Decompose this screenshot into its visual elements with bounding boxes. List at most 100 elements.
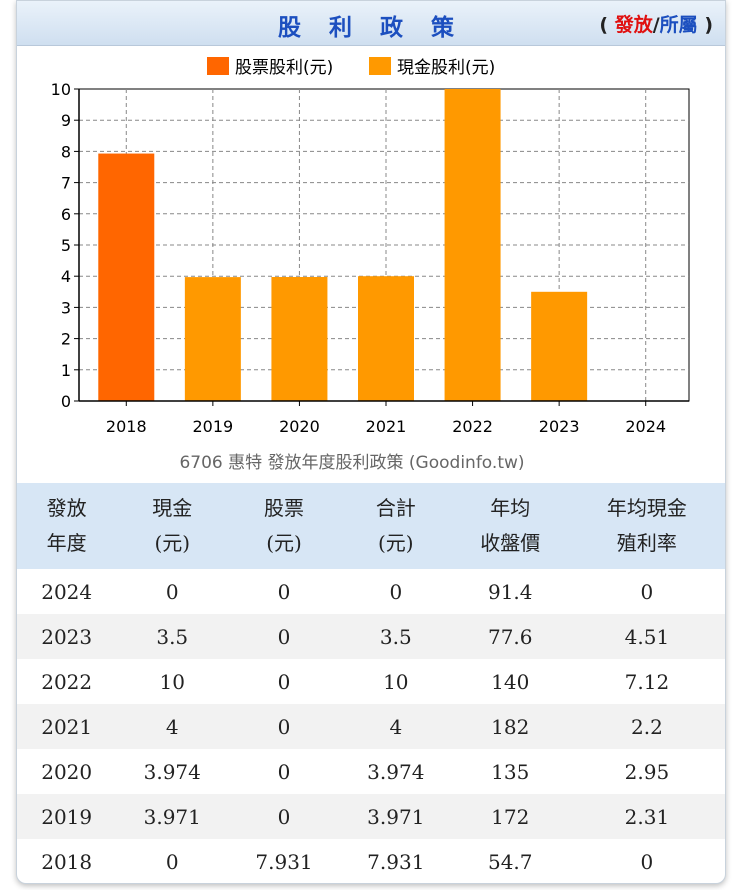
table-cell: 2024	[41, 579, 93, 604]
table-cell: 0	[228, 704, 340, 749]
table-cell: 0	[228, 794, 340, 839]
table-cell: 0	[277, 579, 291, 604]
bar-cash-2021	[358, 276, 414, 401]
bar-stock-2018	[98, 153, 155, 401]
table-cell: 0	[640, 849, 654, 874]
dividend-bar-chart: 0 1 2 3 4 5 6 7 8 9 10 2018 2019 2020 2021 2022 2023 2024…	[51, 57, 690, 473]
table-cell: 2022	[41, 669, 93, 694]
bar-cash-2020	[271, 277, 328, 401]
table-cell: 3.5	[339, 614, 452, 659]
column-header-line: 發放	[46, 496, 87, 520]
paren-close: )	[704, 14, 713, 36]
x-tick-label: 2019	[192, 417, 233, 436]
x-tick-label: 2024	[625, 417, 666, 436]
column-header-line: 年度	[46, 531, 87, 555]
table-cell: 3.971	[116, 794, 229, 839]
column-header: 發放 年度	[17, 483, 117, 569]
table-body: 2024 0 0 0 91.4 0 2023 3.5 0 3.5 77.6 4.51 2022 10 0 10…	[17, 569, 725, 884]
column-header-line: 收盤價	[480, 531, 541, 555]
table-cell: 3.974	[367, 759, 425, 784]
dividend-policy-panel: 股 利 政 策 ( 發放/所屬 ) 0 1 2 3 4 5 6 7 8 9 10 2018 2019 20…	[16, 0, 726, 884]
table-cell: 2019	[17, 794, 117, 839]
table-cell: 0	[389, 579, 403, 604]
table-row: 2023 3.5 0 3.5 77.6 4.51	[17, 614, 725, 659]
table-cell: 2020	[41, 759, 93, 784]
table-row: 2024 0 0 0 91.4 0	[17, 569, 725, 614]
table-cell: 2023	[17, 614, 117, 659]
table-row: 2018 0 7.931 7.931 54.7 0	[17, 839, 725, 884]
y-tick-label: 3	[61, 298, 71, 317]
legend-label-cash: 現金股利(元)	[397, 58, 495, 78]
column-header-line: 年均	[490, 496, 531, 520]
table-header-row: 發放 年度 現金 (元) 股票 (元) 合計 (元) 年均 收盤價 年均現金 殖利率	[17, 483, 725, 569]
x-tick-label: 2023	[539, 417, 580, 436]
table-cell: 10	[159, 669, 185, 694]
y-tick-label: 7	[61, 174, 71, 193]
table-cell: 2021	[17, 704, 117, 749]
table-cell: 140	[491, 669, 530, 694]
table-row: 2022 10 0 10 140 7.12	[17, 659, 725, 704]
table-cell: 172	[451, 794, 569, 839]
y-tick-label: 0	[61, 392, 71, 411]
table-cell: 0	[165, 579, 179, 604]
column-header: 現金 (元)	[116, 483, 229, 569]
table-row: 2019 3.971 0 3.971 172 2.31	[17, 794, 725, 839]
table-cell: 182	[451, 704, 569, 749]
column-header-line: 年均現金	[606, 496, 687, 520]
paren-open: (	[599, 14, 609, 36]
column-header-line: (元)	[266, 531, 302, 555]
table-cell: 3.971	[339, 794, 452, 839]
table-cell: 7.12	[624, 669, 670, 694]
x-tick-label: 2018	[106, 417, 147, 436]
link-separator: /	[652, 14, 660, 36]
bar-cash-2023	[531, 291, 588, 401]
table-row: 2021 4 0 4 182 2.2	[17, 704, 725, 749]
table-cell: 2018	[41, 849, 93, 874]
y-tick-label: 8	[61, 142, 71, 161]
table-cell: 4	[116, 704, 229, 749]
table-cell: 135	[491, 759, 530, 784]
panel-title: 股 利 政 策	[277, 15, 465, 41]
table-cell: 0	[277, 669, 291, 694]
table-cell: 2.2	[568, 704, 725, 749]
table-cell: 2.95	[624, 759, 670, 784]
y-tick-label: 2	[61, 330, 71, 349]
column-header-line: 股票	[264, 496, 305, 520]
table-cell: 4	[339, 704, 452, 749]
table-cell: 54.7	[487, 849, 533, 874]
table-cell: 2.31	[568, 794, 725, 839]
bar-cash-2022	[444, 89, 501, 401]
column-header-line: 殖利率	[616, 531, 677, 555]
legend-swatch-stock	[207, 57, 229, 75]
column-header: 年均 收盤價	[451, 483, 569, 569]
table-cell: 7.931	[367, 849, 425, 874]
table-cell: 0	[640, 579, 654, 604]
table-cell: 91.4	[487, 579, 533, 604]
x-tick-label: 2021	[366, 417, 407, 436]
legend-label-stock: 股票股利(元)	[235, 58, 333, 78]
table-cell: 3.974	[143, 759, 201, 784]
issue-year-link[interactable]: 發放	[614, 14, 653, 36]
panel-header: 股 利 政 策 ( 發放/所屬 )	[17, 1, 725, 46]
column-header: 股票 (元)	[228, 483, 340, 569]
dividend-table: 發放 年度 現金 (元) 股票 (元) 合計 (元) 年均 收盤價 年均現金 殖利率 2024 0 0 0 9…	[17, 483, 725, 884]
column-header-line: 現金	[152, 496, 193, 520]
table-cell: 7.931	[255, 849, 313, 874]
table-cell: 4.51	[568, 614, 725, 659]
table-cell: 0	[228, 614, 340, 659]
column-header-line: (元)	[154, 531, 191, 555]
y-tick-label: 4	[61, 267, 71, 286]
x-tick-label: 2020	[279, 417, 320, 436]
y-tick-label: 5	[61, 236, 71, 255]
column-header: 年均現金 殖利率	[568, 483, 725, 569]
legend-swatch-cash	[369, 57, 391, 75]
y-tick-label: 6	[61, 205, 71, 224]
y-tick-label: 9	[61, 111, 71, 130]
y-tick-label: 10	[51, 80, 71, 99]
bar-cash-2019	[184, 277, 241, 401]
belong-year-link[interactable]: 所屬	[659, 14, 698, 36]
y-tick-label: 1	[61, 361, 71, 380]
table-cell: 0	[165, 849, 179, 874]
table-cell: 77.6	[451, 614, 569, 659]
column-header-line: 合計	[375, 496, 416, 520]
